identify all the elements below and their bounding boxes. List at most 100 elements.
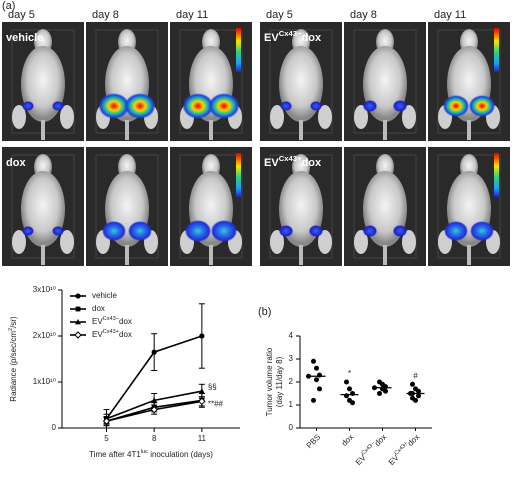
annotation: # [413, 371, 418, 380]
mouse-tail [209, 245, 213, 265]
mouse-tail [467, 120, 471, 140]
mouse-leg [270, 105, 284, 129]
mouse-leg [12, 105, 26, 129]
point [150, 405, 158, 414]
mouse-tail [383, 120, 387, 140]
legend-label: vehicle [92, 291, 117, 300]
day-label: day 5 [266, 9, 293, 21]
day-label: day 5 [8, 9, 35, 21]
mouse-image [2, 147, 84, 266]
y-axis-label: (day 11/day 8) [275, 356, 284, 407]
point [347, 386, 352, 392]
signal [308, 225, 324, 237]
text-part: PBS [305, 433, 323, 451]
point [151, 349, 157, 355]
point [413, 397, 418, 403]
legend-marker [74, 331, 82, 339]
legend-label: dox [92, 304, 105, 313]
text-part: Cx43− [103, 316, 119, 322]
text-part: Time after 4T1 [89, 450, 141, 459]
text-part: Cx43+ [279, 154, 302, 163]
point [198, 397, 206, 406]
annotation: **## [208, 399, 224, 408]
signal [468, 95, 496, 117]
x-tick-label: 8 [152, 434, 157, 443]
text-part: EV [264, 32, 279, 44]
signal [22, 226, 34, 236]
signal [22, 101, 34, 111]
x-tick-label: 5 [104, 434, 109, 443]
point [314, 377, 319, 383]
signal [52, 101, 64, 111]
text-part: dox [302, 157, 322, 169]
colorbar [236, 153, 241, 197]
signal [278, 225, 294, 237]
mouse-tail [125, 245, 129, 265]
day-label: day 11 [434, 9, 466, 21]
mouse-leg [402, 230, 416, 254]
legend-marker [75, 293, 81, 299]
y-tick-label: 2 [289, 377, 294, 386]
mouse-tail [209, 120, 213, 140]
day-label: day 8 [92, 9, 119, 21]
mouse-image [2, 22, 84, 141]
y-tick-label: 0 [52, 423, 57, 432]
signal [444, 221, 468, 241]
panel-label: (b) [258, 306, 271, 318]
text-part: dox [119, 330, 132, 339]
signal [208, 93, 240, 119]
x-tick-label: EVCx43+dox [386, 432, 421, 467]
point [311, 397, 316, 403]
point [344, 379, 349, 385]
mouse-image [428, 147, 510, 266]
y-tick-label: 1x10¹⁰ [33, 377, 56, 386]
group-label: vehicle [6, 32, 43, 44]
point [102, 417, 111, 425]
text-part: inoculation (days) [148, 450, 213, 459]
point [151, 397, 158, 403]
group-label: EVCx43+dox [264, 154, 322, 169]
y-tick-label: 1 [289, 400, 294, 409]
colorbar [494, 28, 499, 72]
mouse-image [344, 147, 426, 266]
text-part: vehicle [92, 291, 117, 300]
colorbar [494, 153, 499, 197]
mouse-image [260, 22, 342, 141]
y-tick-label: 3 [289, 354, 294, 363]
y-tick-label: 4 [289, 331, 294, 340]
signal [184, 220, 212, 242]
point [416, 393, 421, 399]
group-label: dox [6, 157, 26, 169]
point [410, 381, 415, 387]
day-label: day 8 [350, 9, 377, 21]
signal [362, 100, 378, 112]
y-tick-label: 2x10¹⁰ [33, 331, 56, 340]
mouse-tail [299, 245, 303, 265]
text-part: Cx43− [279, 29, 302, 38]
point [199, 333, 205, 339]
mouse-image [170, 22, 252, 141]
text-part: dox [302, 32, 322, 44]
text-part: Radiance (p/sec/cm [9, 331, 18, 402]
x-tick-label: PBS [305, 433, 323, 451]
signal [392, 225, 408, 237]
text-part: dox [92, 304, 105, 313]
legend-marker [75, 319, 81, 325]
signal [182, 93, 214, 119]
y-axis-label: Radiance (p/sec/cm2/sr) [8, 316, 18, 402]
y-tick-label: 0 [289, 423, 294, 432]
text-part: EV [92, 330, 103, 339]
text-part: dox [340, 433, 355, 448]
day-label: day 11 [176, 9, 208, 21]
annotation: * [348, 369, 351, 378]
mouse-tail [41, 245, 45, 265]
x-tick-label: dox [340, 433, 355, 448]
y-axis-label: Tumor volume ratio [265, 347, 274, 416]
mouse-image [170, 147, 252, 266]
panel-label: (a) [2, 0, 15, 12]
point [416, 388, 421, 394]
mouse-leg [60, 105, 74, 129]
signal [470, 221, 494, 241]
mouse-tail [383, 245, 387, 265]
